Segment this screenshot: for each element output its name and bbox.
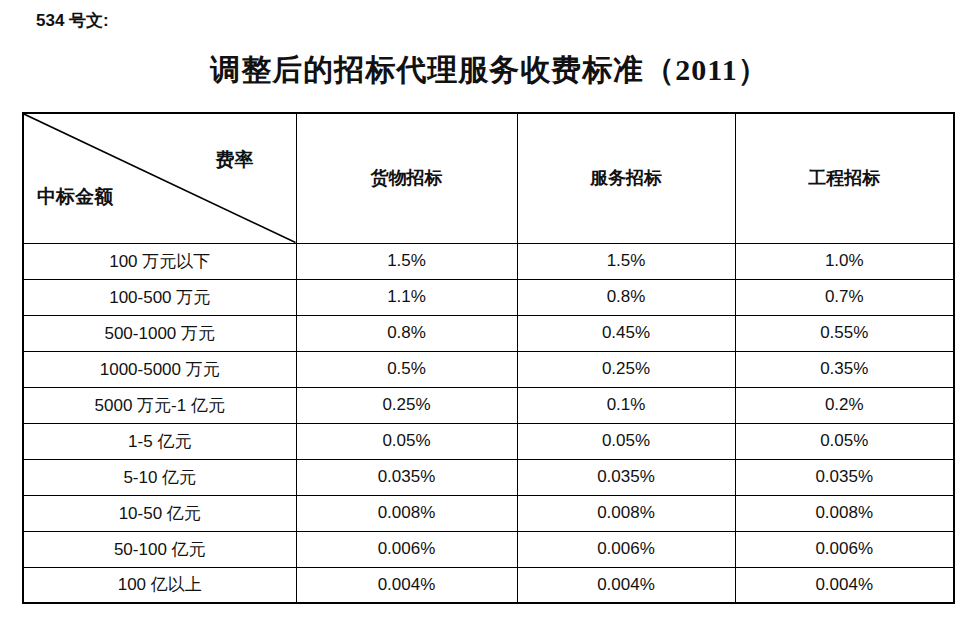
row-label: 1000-5000 万元 — [23, 351, 296, 387]
rate-cell: 0.05% — [735, 423, 954, 459]
table-row: 100 亿以上 0.004% 0.004% 0.004% — [23, 567, 954, 603]
row-label: 1-5 亿元 — [23, 423, 296, 459]
table-row: 500-1000 万元 0.8% 0.45% 0.55% — [23, 315, 954, 351]
rate-cell: 0.25% — [296, 387, 517, 423]
row-label: 5000 万元-1 亿元 — [23, 387, 296, 423]
column-header-services: 服务招标 — [517, 113, 735, 243]
row-label: 5-10 亿元 — [23, 459, 296, 495]
rate-cell: 0.006% — [517, 531, 735, 567]
corner-label-rate: 费率 — [216, 147, 254, 173]
document-page: 534 号文: 调整后的招标代理服务收费标准（2011） 费率 中标金额 货物招… — [0, 0, 979, 629]
row-label: 50-100 亿元 — [23, 531, 296, 567]
table-row: 100-500 万元 1.1% 0.8% 0.7% — [23, 279, 954, 315]
rate-cell: 0.35% — [735, 351, 954, 387]
column-header-engineering: 工程招标 — [735, 113, 954, 243]
rate-cell: 0.5% — [296, 351, 517, 387]
table-row: 1-5 亿元 0.05% 0.05% 0.05% — [23, 423, 954, 459]
rate-cell: 0.004% — [517, 567, 735, 603]
rate-cell: 0.45% — [517, 315, 735, 351]
rate-cell: 0.05% — [296, 423, 517, 459]
header-row: 费率 中标金额 货物招标 服务招标 工程招标 — [23, 113, 954, 243]
rate-cell: 0.25% — [517, 351, 735, 387]
table-row: 50-100 亿元 0.006% 0.006% 0.006% — [23, 531, 954, 567]
rate-cell: 0.035% — [735, 459, 954, 495]
rate-cell: 0.004% — [296, 567, 517, 603]
rate-cell: 0.004% — [735, 567, 954, 603]
row-label: 100 亿以上 — [23, 567, 296, 603]
rate-cell: 1.5% — [296, 243, 517, 279]
page-title: 调整后的招标代理服务收费标准（2011） — [0, 50, 979, 91]
table-row: 1000-5000 万元 0.5% 0.25% 0.35% — [23, 351, 954, 387]
rate-cell: 0.55% — [735, 315, 954, 351]
column-header-goods: 货物招标 — [296, 113, 517, 243]
rate-cell: 0.008% — [735, 495, 954, 531]
row-label: 100-500 万元 — [23, 279, 296, 315]
rate-cell: 1.5% — [517, 243, 735, 279]
rate-cell: 0.035% — [296, 459, 517, 495]
row-label: 100 万元以下 — [23, 243, 296, 279]
rate-cell: 0.1% — [517, 387, 735, 423]
corner-label-amount: 中标金额 — [37, 184, 113, 210]
table-row: 5-10 亿元 0.035% 0.035% 0.035% — [23, 459, 954, 495]
rate-cell: 0.2% — [735, 387, 954, 423]
diagonal-divider-line — [24, 114, 296, 243]
corner-header-cell: 费率 中标金额 — [23, 113, 296, 243]
rate-cell: 0.006% — [296, 531, 517, 567]
rate-cell: 0.008% — [517, 495, 735, 531]
rate-cell: 0.8% — [296, 315, 517, 351]
table-row: 100 万元以下 1.5% 1.5% 1.0% — [23, 243, 954, 279]
doc-ref-label: 534 号文: — [36, 9, 109, 32]
row-label: 10-50 亿元 — [23, 495, 296, 531]
row-label: 500-1000 万元 — [23, 315, 296, 351]
rate-cell: 0.008% — [296, 495, 517, 531]
rate-cell: 0.05% — [517, 423, 735, 459]
table-row: 5000 万元-1 亿元 0.25% 0.1% 0.2% — [23, 387, 954, 423]
table-row: 10-50 亿元 0.008% 0.008% 0.008% — [23, 495, 954, 531]
rate-cell: 0.8% — [517, 279, 735, 315]
rate-cell: 0.006% — [735, 531, 954, 567]
rate-cell: 1.1% — [296, 279, 517, 315]
rate-cell: 0.035% — [517, 459, 735, 495]
rate-cell: 1.0% — [735, 243, 954, 279]
rate-cell: 0.7% — [735, 279, 954, 315]
fee-table: 费率 中标金额 货物招标 服务招标 工程招标 100 万元以下 1.5% 1.5… — [22, 112, 955, 604]
